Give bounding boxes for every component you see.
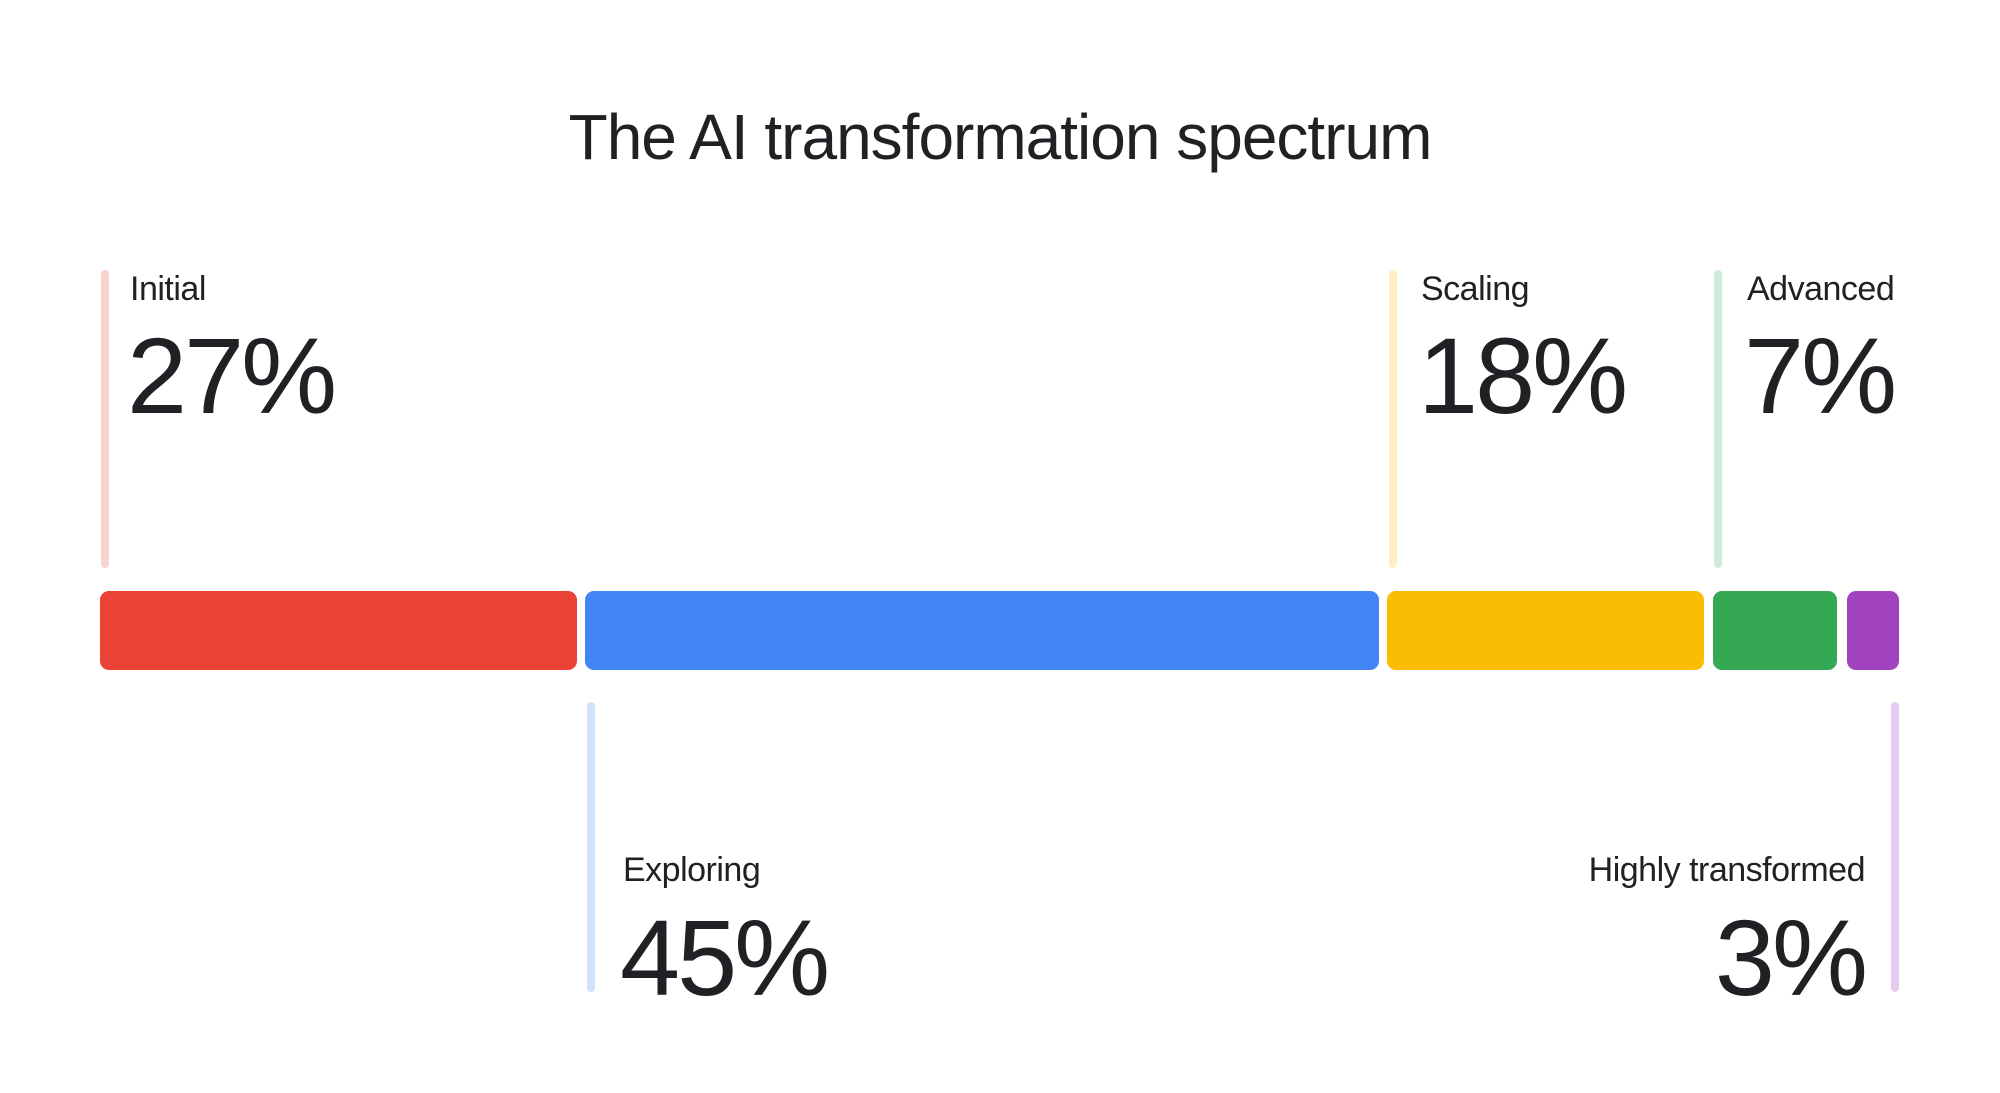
value-initial: 27%	[127, 315, 337, 436]
chart-title: The AI transformation spectrum	[568, 101, 1433, 173]
bar-exploring	[585, 591, 1379, 670]
value-scaling: 18%	[1418, 315, 1628, 436]
value-advanced: 7%	[1744, 315, 1897, 436]
leader-line-initial	[101, 270, 109, 568]
bar-initial	[100, 591, 577, 670]
bar-advanced	[1713, 591, 1837, 670]
leader-line-highly-transformed	[1891, 702, 1899, 992]
bar-scaling	[1387, 591, 1704, 670]
leader-line-scaling	[1389, 270, 1397, 568]
leader-line-advanced	[1714, 270, 1722, 568]
label-scaling: Scaling	[1421, 270, 1530, 308]
label-highly-transformed: Highly transformed	[1588, 851, 1866, 889]
value-exploring: 45%	[620, 897, 830, 1018]
label-advanced: Advanced	[1747, 270, 1895, 308]
label-exploring: Exploring	[623, 851, 761, 889]
leader-line-exploring	[587, 702, 595, 992]
label-initial: Initial	[130, 270, 206, 308]
bar-highly-transformed	[1847, 591, 1899, 670]
value-highly-transformed: 3%	[1714, 897, 1868, 1018]
